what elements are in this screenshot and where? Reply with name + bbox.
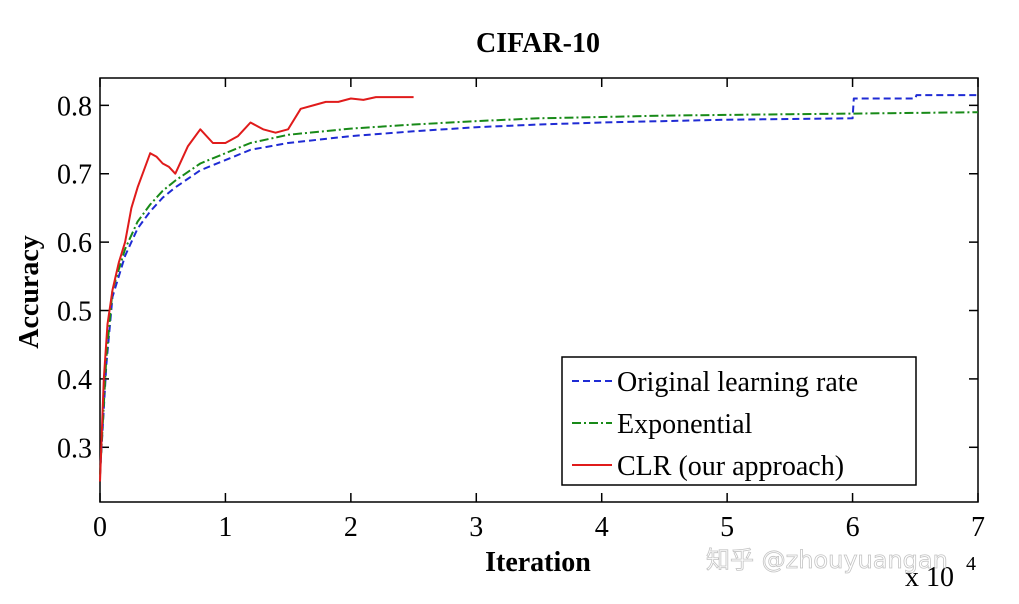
x-axis-ticks: 0 1 2 3 4 5 6 7 [93,78,985,543]
series-line-3 [99,96,414,482]
x-tick-label: 6 [846,512,860,543]
plot-area-frame [99,77,979,503]
series-line-2 [99,111,979,475]
x-tick-label: 2 [344,512,358,543]
x-multiplier-exponent: 4 [966,553,976,575]
chart-title: CIFAR-10 [476,28,600,59]
x-tick-label: 3 [469,512,483,543]
x-axis-label: Iteration [485,547,591,578]
y-axis-label: Accuracy [14,235,45,349]
y-axis-ticks: 0.3 0.4 0.5 0.6 0.7 0.8 [57,91,978,464]
legend-label: Exponential [617,409,753,440]
x-tick-label: 1 [218,512,232,543]
series-line-1 [99,94,978,475]
x-tick-label: 7 [971,512,985,543]
x-tick-label: 4 [595,512,609,543]
legend-label: Original learning rate [617,367,858,398]
y-tick-label: 0.3 [57,433,92,464]
y-tick-label: 0.7 [57,160,92,191]
legend-box [561,356,917,486]
x-tick-label: 0 [93,512,107,543]
legend-label: CLR (our approach) [617,451,844,482]
y-tick-label: 0.6 [57,228,92,259]
x-multiplier-label: x 10 [905,562,954,593]
y-tick-label: 0.4 [57,365,92,396]
watermark: 知乎 @zhouyuangan [706,546,948,574]
y-tick-label: 0.8 [57,91,92,122]
legend: Original learning rate Exponential CLR (ou… [561,356,917,486]
y-tick-label: 0.5 [57,297,92,328]
x-tick-label: 5 [720,512,734,543]
series-layer [99,94,979,482]
